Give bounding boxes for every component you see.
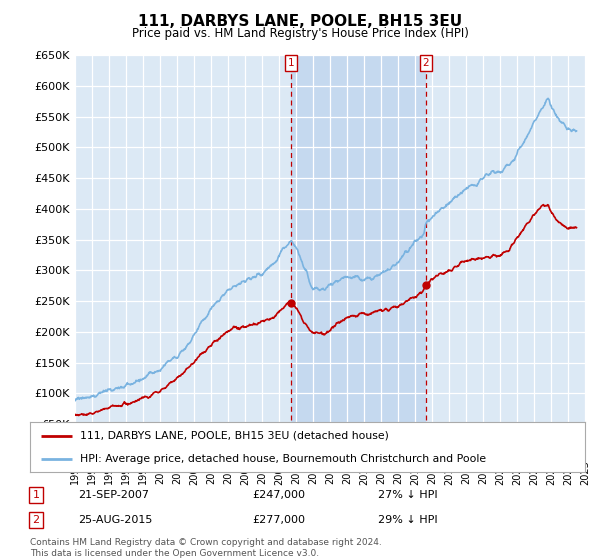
Text: 2: 2 [423, 58, 430, 68]
Text: £247,000: £247,000 [252, 490, 305, 500]
Text: 21-SEP-2007: 21-SEP-2007 [78, 490, 149, 500]
Text: 27% ↓ HPI: 27% ↓ HPI [378, 490, 437, 500]
Text: Price paid vs. HM Land Registry's House Price Index (HPI): Price paid vs. HM Land Registry's House … [131, 27, 469, 40]
Text: Contains HM Land Registry data © Crown copyright and database right 2024.: Contains HM Land Registry data © Crown c… [30, 538, 382, 547]
Text: This data is licensed under the Open Government Licence v3.0.: This data is licensed under the Open Gov… [30, 549, 319, 558]
Text: 2: 2 [32, 515, 40, 525]
Text: 111, DARBYS LANE, POOLE, BH15 3EU: 111, DARBYS LANE, POOLE, BH15 3EU [138, 14, 462, 29]
Text: HPI: Average price, detached house, Bournemouth Christchurch and Poole: HPI: Average price, detached house, Bour… [80, 454, 486, 464]
Text: 111, DARBYS LANE, POOLE, BH15 3EU (detached house): 111, DARBYS LANE, POOLE, BH15 3EU (detac… [80, 431, 389, 441]
Text: 29% ↓ HPI: 29% ↓ HPI [378, 515, 437, 525]
Text: 1: 1 [288, 58, 295, 68]
Text: 25-AUG-2015: 25-AUG-2015 [78, 515, 152, 525]
Text: £277,000: £277,000 [252, 515, 305, 525]
Text: 1: 1 [32, 490, 40, 500]
Bar [291, 55, 426, 455]
